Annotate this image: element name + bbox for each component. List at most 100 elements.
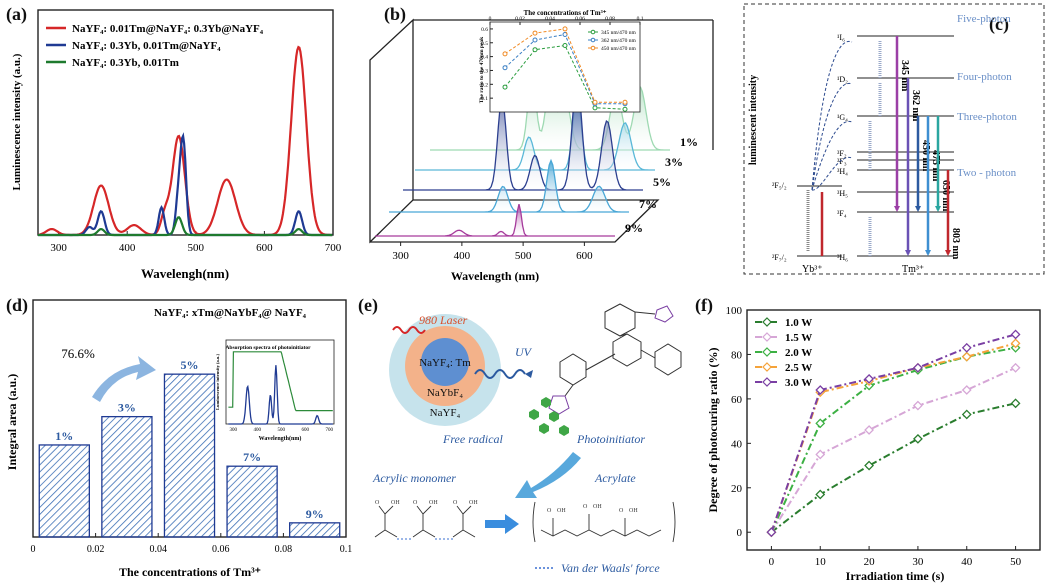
inset-point-b	[592, 105, 598, 111]
energy-level-label-2: ¹G₄	[837, 113, 848, 122]
energy-level-label-1: ¹D₂	[837, 75, 848, 84]
inset-title-d: Absorption spectra of photoinitiator	[225, 345, 311, 351]
svg-text:OH: OH	[629, 508, 638, 514]
inset-ytick-label-b: 0.1	[481, 96, 488, 102]
emission-label-5: 803 nm	[950, 228, 961, 260]
photoinitiator-molecule-icon	[548, 303, 682, 415]
axis-ticks-f: 0 10 20 30 40 50 0 20 40 60 80 100	[726, 305, 1022, 568]
inset-xtick-label-d: 500	[277, 428, 285, 433]
x-tick-label-d: 0.08	[275, 544, 293, 555]
title-d: NaYF₄: xTm@NaYbF₄@ NaYF₄	[154, 307, 307, 319]
x-tick-label-a: 300	[50, 242, 67, 254]
chart-a: 300 400 500 600 700 NaYF₄: 0.01Tm@NaYF₄: 0.3…	[11, 9, 342, 281]
inset-point-b	[562, 43, 568, 49]
inset-title-b: The concentrations of Tm³⁺	[524, 9, 607, 17]
bar-d-0	[38, 444, 90, 538]
free-radical-label: Free radical	[442, 432, 504, 446]
yb-level-label-0: ²F₅/₂	[772, 181, 787, 190]
inset-point-b	[532, 30, 538, 36]
y-tick-label-f: 80	[731, 349, 743, 361]
inset-xlabel-d: Wavelength(nm)	[259, 435, 302, 442]
uv-label: UV	[515, 345, 533, 359]
inset-legend-label-b-0: 345 nm/470 nm	[601, 30, 637, 36]
series-line-a-0	[37, 45, 333, 237]
inset-absorption-line-d	[228, 351, 333, 412]
emission-arrowhead-3	[925, 250, 931, 256]
svg-text:OH: OH	[593, 504, 602, 510]
energy-level-label-3: ³F₂	[837, 149, 847, 158]
bar-d-1	[101, 415, 153, 538]
inset-ytick-label-b: 0.2	[481, 82, 488, 88]
data-point-f-4	[815, 385, 826, 395]
photoinitiator-label: Photoinitiator	[576, 432, 645, 446]
bar-d-4	[289, 522, 341, 538]
svg-text:O: O	[375, 500, 380, 506]
emission-label-3: 475 nm	[930, 150, 941, 182]
energy-level-label-8: ³H₆	[837, 253, 848, 262]
ion-label-yb: Yb³⁺	[802, 264, 823, 275]
yb-level-label-1: ²F₇/₂	[772, 253, 787, 262]
legend-label-a-2: NaYF₄: 0.3Yb, 0.01Tm	[72, 57, 179, 69]
core-label: NaYF₄: Tm	[419, 357, 471, 369]
bar-label-d-1: 3%	[118, 401, 136, 415]
data-point-f-1	[961, 385, 972, 395]
x-tick-label-d: 0.04	[149, 544, 167, 555]
x-ticks-a: 300 400 500 600 700	[50, 231, 342, 254]
ridge-label-b-1: 3%	[665, 155, 683, 169]
inset-legend-marker-b	[590, 37, 596, 43]
annotation-d: 76.6%	[61, 346, 95, 361]
x-tick-label-f: 50	[1010, 556, 1022, 568]
inset-point-b	[622, 106, 628, 112]
data-point-f-4	[1010, 329, 1021, 340]
chart-f: 0 10 20 30 40 50 0 20 40 60 80 100 1.0 W 1.5 W 2.0 W 2…	[706, 305, 1041, 583]
process-label-1: Four-photon	[957, 71, 1012, 83]
uv-arrow-icon	[525, 370, 533, 378]
x-tick-label-d: 0	[31, 544, 36, 555]
bar-label-d-0: 1%	[55, 429, 73, 443]
x-tick-label-f: 0	[769, 556, 775, 568]
series-group-a	[37, 45, 333, 237]
y-axis-label-c: luminescent intensity	[748, 75, 759, 165]
inset-xtick-label-d: 400	[253, 428, 261, 433]
bar-label-d-4: 9%	[306, 507, 324, 521]
panel-label-a: (a)	[6, 4, 27, 24]
svg-text:O: O	[547, 508, 552, 514]
legend-f: 1.0 W 1.5 W 2.0 W 2.5 W 3.0 W	[755, 317, 812, 389]
shell1-label: NaYbF₄	[427, 387, 463, 399]
svg-text:OH: OH	[557, 508, 566, 514]
data-point-f-0	[815, 489, 826, 500]
x-tick-label-a: 400	[119, 242, 136, 254]
inset-legend-label-b-2: 450 nm/470 nm	[601, 46, 637, 52]
x-tick-label-a: 600	[256, 242, 273, 254]
svg-text:OH: OH	[429, 500, 438, 506]
inset-b: The concentrations of Tm³⁺ The ratio to …	[479, 9, 644, 113]
data-point-f-4	[766, 527, 777, 538]
plot-frame-f	[746, 309, 1041, 551]
legend-a: NaYF₄: 0.01Tm@NaYF₄: 0.3Yb@NaYF₄ NaYF₄: 0…	[46, 23, 264, 69]
inset-point-b	[622, 99, 628, 105]
inset-point-b	[532, 47, 538, 53]
bar-label-d-2: 5%	[181, 358, 199, 372]
emission-arrowhead-1	[905, 250, 911, 256]
bar-d-2	[163, 373, 216, 538]
diagram-c: luminescent intensity ¹I₆ ¹D₂ ¹G₄ ³F₂³F₃³H₄…	[743, 3, 1045, 275]
laser-label: 980 Laser	[419, 313, 468, 327]
legend-marker-f-2	[762, 347, 772, 357]
inset-point-b	[592, 99, 598, 105]
data-point-f-0	[961, 409, 972, 420]
inset-xtick-label-d: 300	[229, 428, 237, 433]
energy-level-label-4: ³F₃	[837, 157, 847, 166]
svg-text:O: O	[619, 508, 624, 514]
series-line-f-2	[770, 346, 1016, 533]
increase-arrow-icon	[92, 356, 156, 402]
data-point-f-1	[864, 425, 875, 435]
x-axis-label-a: Wavelengh(nm)	[141, 266, 229, 281]
data-point-f-3	[1010, 338, 1021, 349]
data-point-f-1	[815, 449, 826, 460]
diagram-e: NaYF₄: Tm NaYbF₄ NaYF₄ 980 Laser UV Free…	[372, 303, 682, 575]
y-tick-label-f: 40	[731, 438, 743, 450]
ridge-b-2	[403, 79, 643, 191]
y-tick-label-f: 0	[737, 527, 743, 539]
y-axis-label-a: Luminescence intensity (a.u.)	[11, 53, 23, 190]
